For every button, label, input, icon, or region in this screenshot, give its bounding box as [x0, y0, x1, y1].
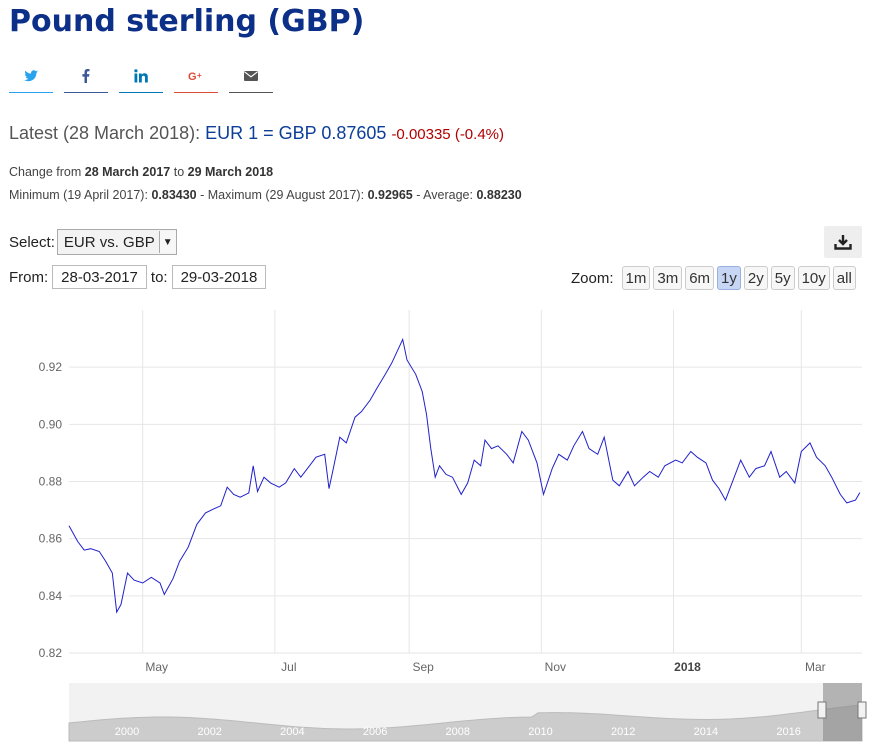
change-to-date: 29 March 2018: [187, 165, 274, 179]
navigator-selected-range: [823, 683, 862, 741]
y-tick-label: 0.92: [39, 360, 63, 374]
twitter-share-button[interactable]: [9, 60, 53, 93]
zoom-button-10y[interactable]: 10y: [797, 266, 830, 290]
navigator-tick-label: 2002: [197, 726, 221, 738]
currency-pair-value: EUR vs. GBP: [63, 233, 155, 251]
chart-grid: [69, 310, 862, 654]
min-value: 0.83430: [151, 188, 197, 202]
zoom-button-6m[interactable]: 6m: [685, 266, 715, 290]
min-label: Minimum (19 April 2017):: [9, 188, 148, 202]
x-tick-label: 2018: [674, 660, 701, 674]
x-tick-label: May: [145, 660, 168, 674]
currency-select-row: Select: EUR vs. GBP ▼: [9, 229, 177, 255]
page-title: Pound sterling (GBP): [9, 4, 365, 39]
facebook-share-button[interactable]: [64, 60, 108, 93]
zoom-button-1m[interactable]: 1m: [621, 266, 651, 290]
navigator-handle-left[interactable]: [817, 701, 827, 719]
facebook-icon: [82, 69, 90, 83]
avg-label: - Average:: [416, 188, 473, 202]
x-axis-ticks: May Jul Sep Nov 2018 Mar: [145, 660, 825, 674]
change-to-label: to: [173, 165, 185, 179]
navigator-tick-label: 2016: [776, 726, 800, 738]
download-button[interactable]: [824, 226, 862, 258]
x-tick-label: Mar: [805, 660, 826, 674]
navigator-tick-label: 2004: [280, 726, 304, 738]
x-tick-label: Jul: [281, 660, 296, 674]
series-line: [68, 337, 861, 614]
navigator-tick-label: 2014: [694, 726, 718, 738]
y-tick-label: 0.86: [39, 532, 63, 546]
svg-text:G: G: [188, 71, 197, 83]
google-plus-icon: G +: [188, 71, 202, 83]
latest-rate: EUR 1 = GBP 0.87605: [205, 123, 387, 143]
zoom-button-2y[interactable]: 2y: [743, 266, 768, 290]
to-label: to:: [150, 268, 168, 286]
twitter-icon: [24, 70, 38, 82]
google-plus-share-button[interactable]: G +: [174, 60, 218, 93]
email-share-button[interactable]: [229, 60, 273, 93]
change-period-text: Change from 28 March 2017 to 29 March 20…: [9, 165, 273, 179]
max-label: - Maximum (29 August 2017):: [200, 188, 365, 202]
navigator-tick-label: 2008: [446, 726, 470, 738]
y-tick-label: 0.84: [39, 589, 63, 603]
share-bar: G +: [9, 60, 284, 93]
zoom-button-3m[interactable]: 3m: [653, 266, 683, 290]
date-range-row: From: 28-03-2017 to: 29-03-2018: [9, 265, 270, 289]
latest-label: Latest (28 March 2018):: [9, 123, 201, 143]
navigator-tick-label: 2000: [115, 726, 139, 738]
max-value: 0.92965: [367, 188, 413, 202]
chevron-down-icon: ▼: [158, 231, 176, 253]
navigator-tick-label: 2012: [611, 726, 635, 738]
x-tick-label: Sep: [412, 660, 434, 674]
navigator-tick-label: 2010: [528, 726, 552, 738]
currency-pair-select[interactable]: EUR vs. GBP ▼: [56, 229, 177, 255]
linkedin-icon: [134, 69, 148, 83]
x-tick-label: Nov: [545, 660, 566, 674]
y-tick-label: 0.90: [39, 417, 63, 431]
from-label: From:: [9, 268, 49, 286]
zoom-button-all[interactable]: all: [832, 266, 856, 290]
linkedin-share-button[interactable]: [119, 60, 163, 93]
avg-value: 0.88230: [476, 188, 522, 202]
navigator-area: [68, 704, 863, 742]
y-tick-label: 0.88: [39, 475, 63, 489]
zoom-button-5y[interactable]: 5y: [770, 266, 795, 290]
latest-change: -0.00335 (-0.4%): [391, 126, 504, 143]
change-from-label: Change from: [9, 165, 82, 179]
email-icon: [244, 71, 258, 81]
navigator-tick-label: 2006: [363, 726, 387, 738]
exchange-rate-chart: 0.82 0.84 0.86 0.88 0.90 0.92 May Jul Sep Nov 201…: [39, 310, 867, 742]
from-date-input[interactable]: 28-03-2017: [52, 265, 147, 289]
y-axis-ticks: 0.82 0.84 0.86 0.88 0.90 0.92: [39, 360, 63, 660]
zoom-label: Zoom:: [571, 269, 614, 287]
zoom-controls: Zoom: 1m 3m 6m 1y 2y 5y 10y all: [571, 266, 856, 290]
select-label: Select:: [9, 233, 55, 251]
navigator-handle-right[interactable]: [857, 701, 867, 719]
latest-rate-line: Latest (28 March 2018): EUR 1 = GBP 0.87…: [9, 123, 504, 144]
svg-text:+: +: [197, 71, 202, 80]
download-icon: [834, 235, 852, 250]
zoom-button-1y[interactable]: 1y: [717, 266, 741, 290]
navigator[interactable]: 2000 2002 2004 2006 2008 2010 2012 2014 2016: [68, 683, 867, 742]
to-date-input[interactable]: 29-03-2018: [171, 265, 267, 289]
change-from-date: 28 March 2017: [84, 165, 171, 179]
stats-text: Minimum (19 April 2017): 0.83430 - Maxim…: [9, 188, 522, 202]
y-tick-label: 0.82: [39, 646, 63, 660]
